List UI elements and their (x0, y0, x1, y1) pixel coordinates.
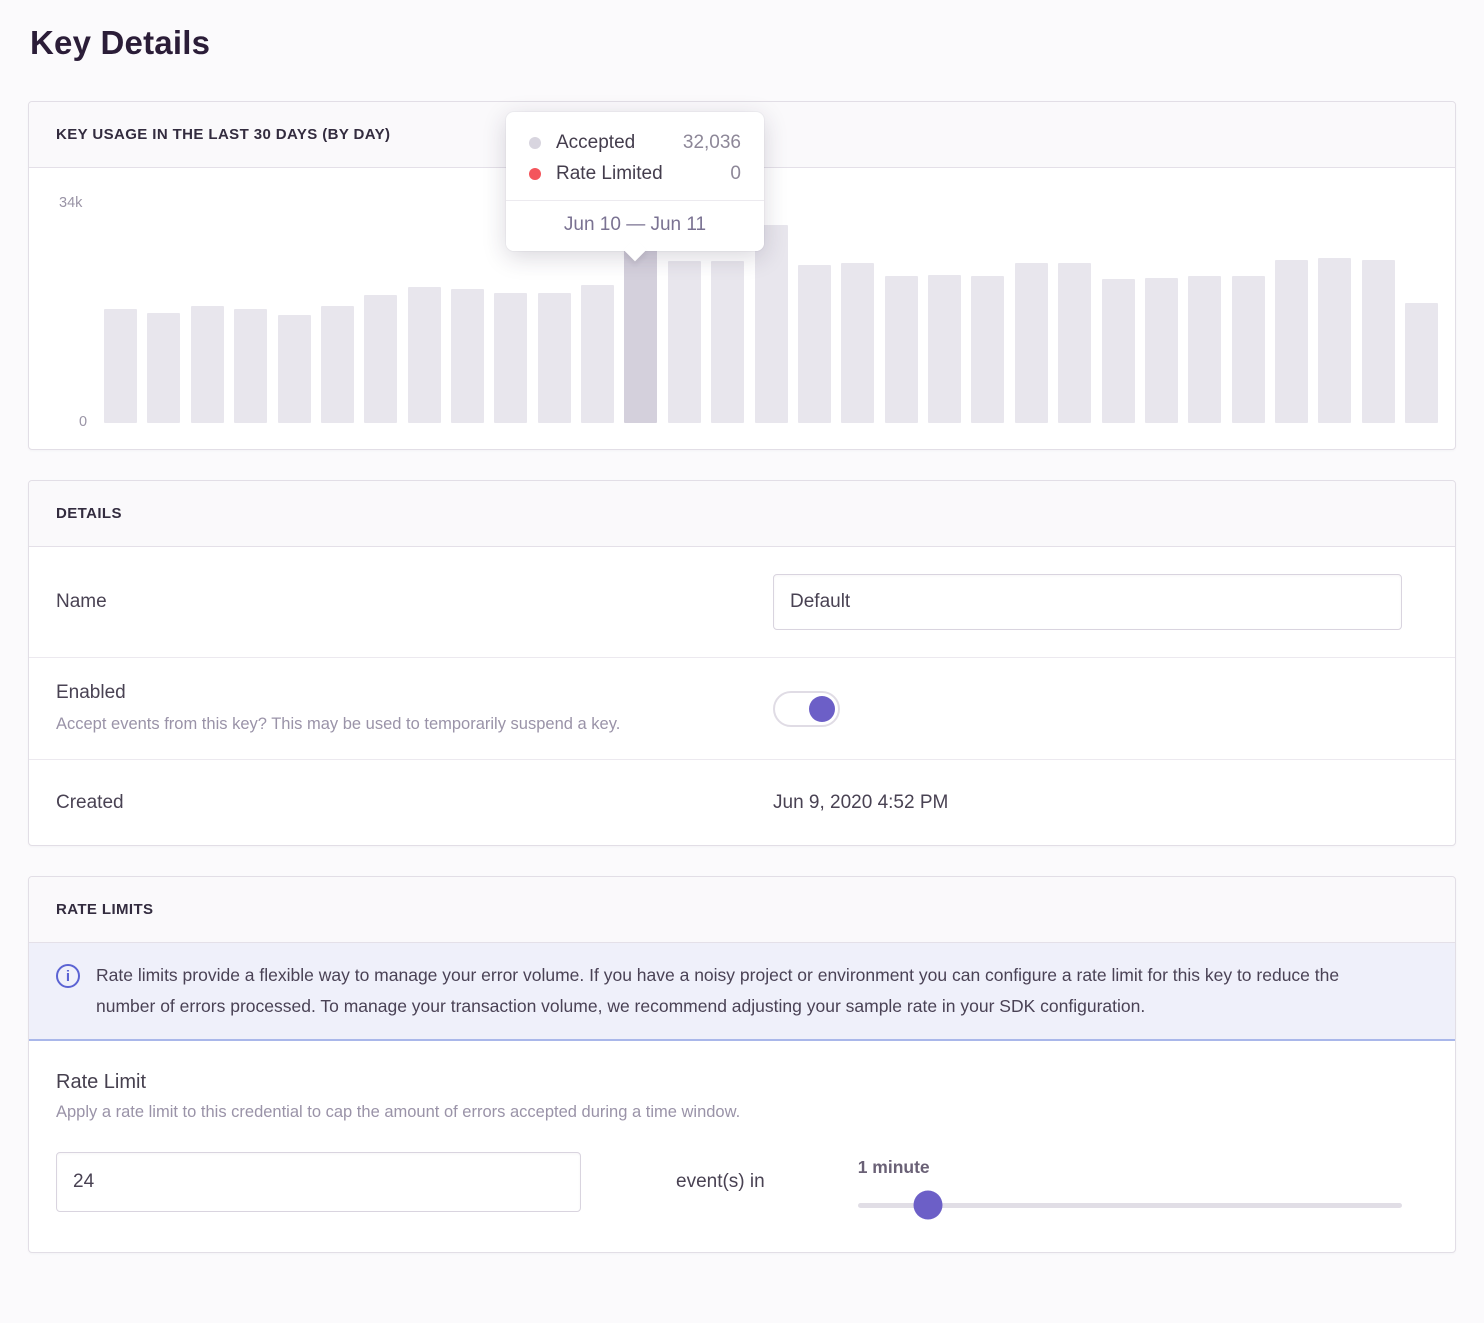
y-axis-min-label: 0 (79, 414, 88, 430)
key-usage-panel: KEY USAGE IN THE LAST 30 DAYS (BY DAY) 3… (28, 101, 1456, 450)
tooltip-rate-limited-label: Rate Limited (556, 162, 663, 184)
usage-bar[interactable] (928, 275, 961, 423)
usage-bar[interactable] (711, 261, 745, 423)
info-icon: i (56, 964, 80, 988)
usage-bar[interactable] (537, 293, 571, 423)
enabled-row: Enabled Accept events from this key? Thi… (29, 658, 1455, 760)
usage-bar[interactable] (1405, 303, 1439, 423)
created-row-label-area: Created (56, 792, 773, 814)
usage-bar[interactable] (754, 225, 788, 423)
usage-bar[interactable] (1318, 258, 1352, 423)
tooltip-row-accepted: Accepted 32,036 (529, 127, 741, 158)
usage-bar[interactable] (147, 313, 181, 423)
rate-limit-count-input[interactable] (56, 1152, 581, 1212)
name-label: Name (56, 591, 107, 612)
usage-bar[interactable] (1058, 263, 1092, 423)
time-window-slider-track[interactable] (857, 1190, 1402, 1220)
usage-bar[interactable] (1014, 263, 1048, 423)
tooltip-rows: Accepted 32,036 Rate Limited 0 (506, 112, 764, 200)
rate-limits-info-alert: i Rate limits provide a flexible way to … (29, 943, 1455, 1041)
usage-bar[interactable] (407, 287, 441, 423)
toggle-knob[interactable] (809, 695, 835, 722)
rate-limit-label: Rate Limit (56, 1071, 147, 1093)
usage-bar[interactable] (841, 263, 875, 423)
details-panel-header: DETAILS (29, 481, 1455, 547)
tooltip-date-range: Jun 10 — Jun 11 (506, 201, 764, 251)
usage-bar[interactable] (884, 276, 918, 423)
y-axis-max-label: 34k (59, 195, 83, 211)
usage-bar[interactable] (1144, 278, 1178, 423)
accepted-dot-icon (529, 136, 541, 149)
tooltip-rate-limited-value: 0 (730, 162, 741, 184)
created-row: Created Jun 9, 2020 4:52 PM (29, 760, 1455, 845)
enabled-label: Enabled (56, 681, 126, 703)
tooltip-accepted-label: Accepted (556, 131, 636, 153)
usage-bars (29, 168, 1455, 449)
time-window-slider-knob[interactable] (913, 1190, 943, 1220)
usage-bar[interactable] (494, 293, 528, 423)
usage-bar[interactable] (1361, 260, 1395, 423)
rate-limited-dot-icon (529, 167, 541, 180)
time-window-slider-group: 1 minute (857, 1156, 1402, 1220)
rate-limits-info-text: Rate limits provide a flexible way to ma… (96, 965, 1340, 1016)
created-label: Created (56, 791, 124, 813)
time-window-value-label: 1 minute (857, 1156, 930, 1177)
usage-bar[interactable] (277, 315, 311, 423)
usage-bar[interactable] (1101, 279, 1135, 423)
usage-bar[interactable] (451, 289, 484, 423)
usage-bar[interactable] (1231, 276, 1265, 423)
usage-bar[interactable] (1275, 260, 1308, 423)
usage-bar[interactable] (190, 306, 224, 423)
rate-limit-section: Rate Limit Apply a rate limit to this cr… (29, 1041, 1455, 1252)
name-input[interactable] (773, 574, 1402, 630)
enabled-toggle[interactable] (773, 690, 840, 727)
enabled-description: Accept events from this key? This may be… (56, 714, 621, 733)
key-details-page: Key Details KEY USAGE IN THE LAST 30 DAY… (0, 24, 1484, 1253)
usage-chart: 34k 0 (29, 168, 1455, 449)
page-title: Key Details (30, 24, 211, 61)
usage-bar[interactable] (667, 261, 701, 423)
events-in-label: event(s) in (676, 1171, 765, 1192)
usage-bar[interactable] (971, 276, 1005, 423)
rate-limits-panel-header: RATE LIMITS (29, 877, 1455, 943)
tooltip-accepted-value: 32,036 (682, 131, 741, 153)
created-value: Jun 9, 2020 4:52 PM (773, 791, 949, 813)
tooltip-row-rate-limited: Rate Limited 0 (529, 158, 741, 189)
usage-bar[interactable] (1188, 276, 1222, 423)
details-panel: DETAILS Name Enabled Accept events from … (28, 480, 1456, 846)
usage-bar[interactable] (104, 309, 137, 423)
usage-bar[interactable] (797, 265, 831, 423)
usage-chart-tooltip: Accepted 32,036 Rate Limited 0 Jun 10 — … (506, 112, 764, 251)
usage-bar[interactable] (581, 285, 615, 423)
name-row-label-area: Name (56, 591, 773, 613)
enabled-row-label-area: Enabled Accept events from this key? Thi… (56, 682, 773, 735)
rate-limits-panel: RATE LIMITS i Rate limits provide a flex… (28, 876, 1456, 1253)
name-row: Name (29, 547, 1455, 658)
rate-limit-description: Apply a rate limit to this credential to… (56, 1103, 741, 1121)
tooltip-divider (506, 200, 764, 201)
usage-bar[interactable] (320, 306, 354, 423)
rate-limit-controls: event(s) in 1 minute (56, 1152, 1402, 1220)
usage-bar[interactable] (234, 309, 268, 423)
usage-bar[interactable] (364, 295, 398, 423)
